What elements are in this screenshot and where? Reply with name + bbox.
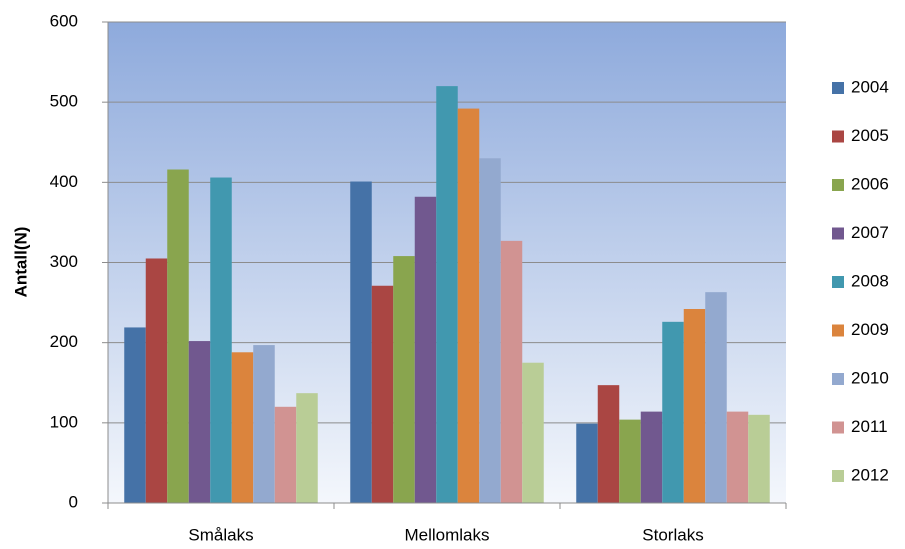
bar xyxy=(576,423,598,503)
bar xyxy=(662,321,684,503)
bar xyxy=(296,393,318,503)
bar xyxy=(253,345,275,503)
legend-swatch xyxy=(832,227,844,240)
legend-swatch xyxy=(832,276,844,288)
bar xyxy=(500,240,523,504)
y-tick-label: 500 xyxy=(50,92,78,111)
y-tick-label: 200 xyxy=(50,332,78,351)
y-axis-label: Antall(N) xyxy=(11,227,30,298)
legend-swatch xyxy=(832,130,844,143)
bar xyxy=(640,411,663,503)
bar xyxy=(371,285,394,503)
bar xyxy=(436,86,458,503)
bar xyxy=(414,196,437,503)
legend-swatch xyxy=(832,179,844,191)
bar xyxy=(350,181,372,503)
legend-label: 2005 xyxy=(851,126,889,145)
legend-label: 2011 xyxy=(851,417,888,436)
y-tick-label: 0 xyxy=(69,492,78,511)
bar xyxy=(748,414,770,503)
legend-label: 2012 xyxy=(851,465,889,484)
legend-swatch xyxy=(832,470,844,482)
bar xyxy=(210,177,232,504)
bar xyxy=(457,108,480,503)
y-tick-label: 400 xyxy=(50,172,78,191)
bar xyxy=(274,406,297,503)
bar xyxy=(705,292,727,503)
bar xyxy=(522,362,544,503)
bar xyxy=(597,385,620,503)
bar xyxy=(683,308,706,503)
legend-label: 2006 xyxy=(851,174,889,193)
legend-label: 2009 xyxy=(851,320,889,339)
bar xyxy=(145,258,168,503)
bar xyxy=(124,327,146,503)
bar xyxy=(726,411,749,503)
y-tick-label: 300 xyxy=(50,252,78,271)
legend-swatch xyxy=(832,324,844,337)
legend-label: 2008 xyxy=(851,271,889,290)
y-tick-label: 100 xyxy=(50,412,78,431)
legend-label: 2004 xyxy=(851,77,889,96)
bar xyxy=(479,158,501,504)
bar xyxy=(188,341,211,503)
legend-swatch xyxy=(832,421,844,434)
legend-label: 2007 xyxy=(851,223,889,242)
bar xyxy=(619,419,641,503)
legend-swatch xyxy=(832,82,844,94)
x-tick-label: Storlaks xyxy=(642,525,703,544)
legend-label: 2010 xyxy=(851,368,889,387)
bar xyxy=(231,352,254,503)
legend-swatch xyxy=(832,373,844,385)
bar xyxy=(167,169,189,504)
y-tick-label: 600 xyxy=(50,11,78,30)
x-tick-label: Mellomlaks xyxy=(404,525,489,544)
bar xyxy=(393,256,415,503)
x-tick-label: Smålaks xyxy=(188,525,253,544)
